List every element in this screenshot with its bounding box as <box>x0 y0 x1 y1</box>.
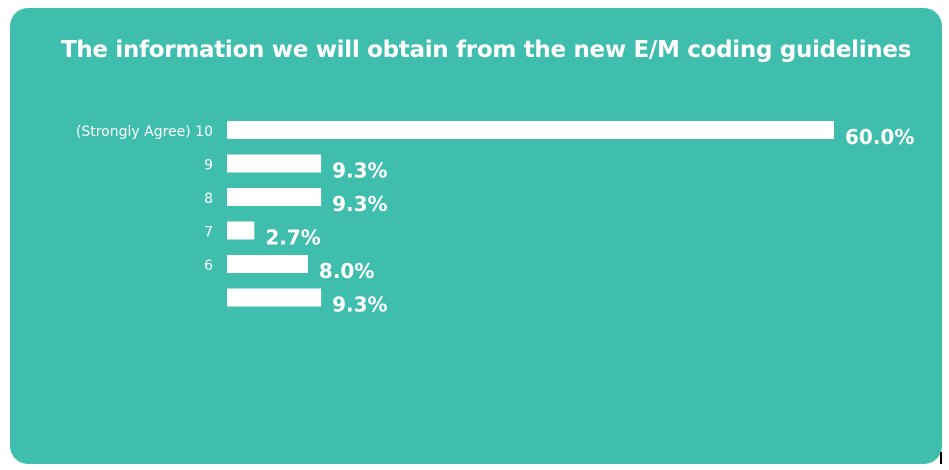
bar-4 <box>227 255 308 273</box>
plot-area: (Strongly Agree) 10 60.0% 9 9.3% 8 9.3% 7 2.7% 6… <box>76 121 914 317</box>
bar-2 <box>227 188 322 206</box>
category-label-2: 8 <box>204 191 213 207</box>
value-label-2: 9.3% <box>332 192 387 216</box>
bar-5 <box>227 288 322 307</box>
bar-0 <box>227 121 834 139</box>
chart-panel: The information we will obtain from the … <box>10 8 942 464</box>
value-label-5: 9.3% <box>332 293 387 317</box>
chart-title: The information we will obtain from the … <box>60 37 912 63</box>
value-label-4: 8.0% <box>319 259 374 283</box>
category-label-0: (Strongly Agree) 10 <box>76 124 213 140</box>
bar-1 <box>227 154 322 173</box>
category-label-4: 6 <box>204 258 213 274</box>
bar-3 <box>227 221 255 240</box>
edge-mark <box>940 452 942 464</box>
category-label-1: 9 <box>204 158 213 174</box>
value-label-1: 9.3% <box>332 159 387 183</box>
category-label-3: 7 <box>204 225 213 241</box>
value-label-0: 60.0% <box>845 125 914 149</box>
value-label-3: 2.7% <box>265 226 320 250</box>
